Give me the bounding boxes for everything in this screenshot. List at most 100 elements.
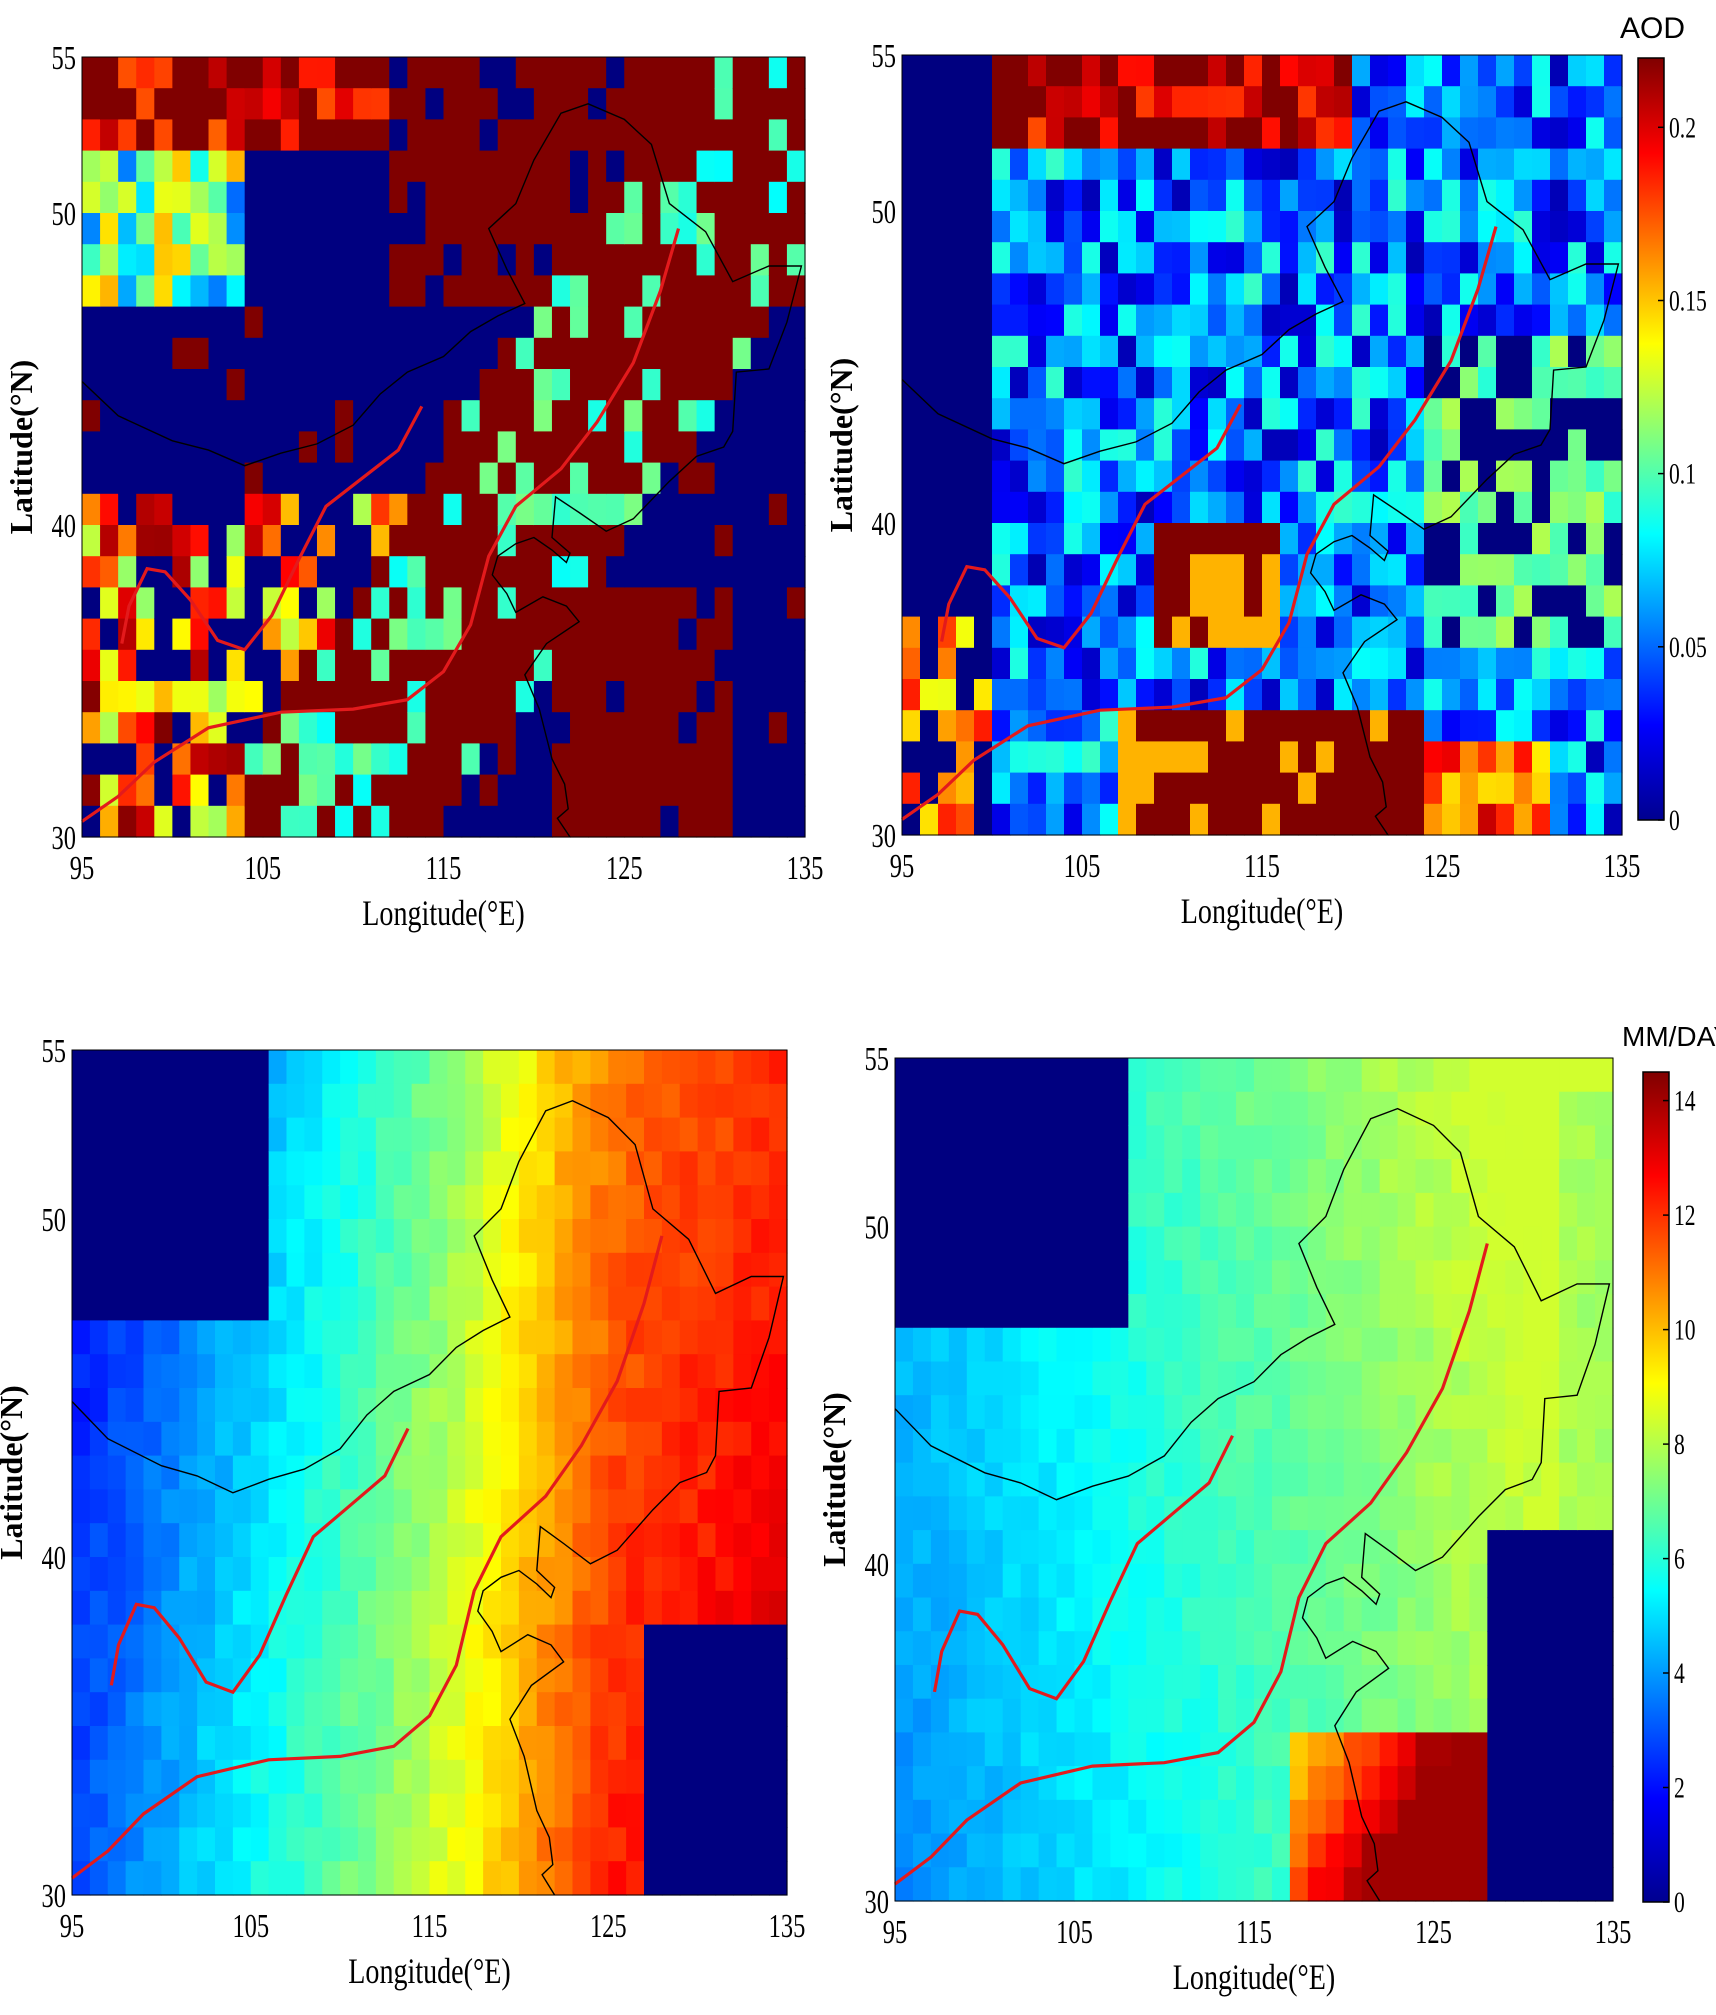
- heatmap-cell: [375, 1827, 395, 1862]
- heatmap-cell: [1298, 273, 1317, 306]
- heatmap-cell: [606, 431, 625, 464]
- heatmap-cell: [208, 400, 228, 432]
- heatmap-cell: [750, 431, 770, 464]
- heatmap-cell: [82, 681, 101, 713]
- heatmap-cell: [304, 1726, 323, 1761]
- y-tick-label: 55: [865, 1041, 889, 1078]
- heatmap-cell: [1316, 710, 1335, 742]
- heatmap-cell: [626, 1726, 645, 1761]
- heatmap-cell: [536, 1590, 556, 1626]
- heatmap-cell: [912, 1530, 932, 1565]
- heatmap-cell: [733, 1557, 752, 1592]
- heatmap-cell: [358, 1421, 377, 1457]
- heatmap-cell: [1550, 491, 1569, 524]
- heatmap-cell: [1182, 1799, 1201, 1835]
- heatmap-cell: [1460, 803, 1479, 836]
- heatmap-cell: [554, 1793, 574, 1828]
- heatmap-cell: [588, 88, 607, 120]
- heatmap-cell: [570, 649, 589, 682]
- heatmap-cell: [304, 1827, 323, 1862]
- heatmap-cell: [974, 335, 993, 368]
- heatmap-cell: [447, 1726, 466, 1761]
- heatmap-cell: [1361, 1732, 1381, 1767]
- heatmap-cell: [518, 1523, 538, 1558]
- heatmap-cell: [358, 1489, 377, 1524]
- heatmap-cell: [536, 1050, 556, 1085]
- heatmap-cell: [1361, 1058, 1381, 1093]
- heatmap-cell: [358, 1827, 377, 1862]
- heatmap-cell: [1074, 1563, 1094, 1599]
- heatmap-cell: [984, 1091, 1004, 1127]
- heatmap-cell: [447, 1658, 466, 1693]
- heatmap-cell: [606, 369, 625, 401]
- heatmap-cell: [443, 369, 463, 401]
- heatmap-cell: [974, 523, 993, 555]
- heatmap-cell: [786, 805, 806, 838]
- heatmap-cell: [443, 618, 463, 651]
- heatmap-cell: [322, 1489, 341, 1524]
- heatmap-cell: [497, 400, 517, 432]
- heatmap-cell: [1262, 647, 1281, 680]
- heatmap-cell: [1254, 1226, 1273, 1261]
- heatmap-cell: [786, 587, 806, 620]
- heatmap-cell: [226, 774, 246, 807]
- heatmap-cell: [1118, 772, 1137, 805]
- heatmap-cell: [89, 1624, 109, 1659]
- heatmap-cell: [358, 1151, 377, 1186]
- heatmap-cell: [215, 1151, 234, 1186]
- heatmap-cell: [465, 1827, 484, 1862]
- heatmap-cell: [1460, 211, 1479, 243]
- heatmap-cell: [679, 1354, 699, 1389]
- heatmap-cell: [992, 117, 1011, 150]
- heatmap-cell: [715, 1523, 734, 1558]
- heatmap-cell: [244, 805, 264, 838]
- heatmap-cell: [1010, 398, 1029, 430]
- heatmap-cell: [1586, 117, 1605, 150]
- heatmap-cell: [1550, 148, 1569, 181]
- heatmap-cell: [1218, 1563, 1237, 1599]
- x-axis-label: Longitude(°E): [348, 1951, 510, 1991]
- heatmap-cell: [89, 1692, 109, 1727]
- heatmap-cell: [1514, 398, 1533, 430]
- heatmap-cell: [1200, 1260, 1219, 1295]
- heatmap-cell: [1064, 679, 1083, 711]
- heatmap-cell: [1532, 367, 1551, 399]
- heatmap-cell: [447, 1557, 466, 1592]
- heatmap-cell: [262, 462, 282, 495]
- heatmap-cell: [172, 743, 192, 776]
- heatmap-cell: [1218, 1597, 1237, 1632]
- heatmap-cell: [1262, 86, 1281, 118]
- heatmap-cell: [1028, 460, 1047, 493]
- heatmap-cell: [1100, 585, 1119, 618]
- heatmap-cell: [1352, 772, 1371, 805]
- heatmap-cell: [1289, 1496, 1309, 1531]
- heatmap-cell: [1280, 429, 1299, 462]
- heatmap-cell: [340, 1455, 359, 1490]
- heatmap-cell: [1064, 148, 1083, 181]
- heatmap-cell: [1496, 585, 1515, 618]
- heatmap-cell: [1020, 1496, 1040, 1531]
- heatmap-cell: [429, 1151, 448, 1186]
- heatmap-cell: [244, 181, 264, 214]
- heatmap-cell: [1487, 1091, 1506, 1127]
- heatmap-cell: [1604, 679, 1623, 711]
- heatmap-cell: [82, 556, 101, 588]
- heatmap-cell: [1433, 1698, 1453, 1733]
- heatmap-cell: [938, 460, 957, 493]
- heatmap-cell: [714, 337, 734, 370]
- heatmap-cell: [1415, 1462, 1435, 1497]
- heatmap-cell: [483, 1151, 502, 1186]
- heatmap-cell: [608, 1861, 627, 1896]
- heatmap-cell: [1092, 1496, 1111, 1531]
- heatmap-cell: [89, 1726, 109, 1761]
- heatmap-cell: [1074, 1496, 1094, 1531]
- heatmap-cell: [1433, 1395, 1453, 1430]
- heatmap-cell: [518, 1759, 538, 1795]
- colorbar-tick-label: 14: [1674, 1084, 1696, 1117]
- heatmap-cell: [1487, 1698, 1506, 1733]
- heatmap-cell: [118, 493, 137, 526]
- heatmap-cell: [197, 1151, 216, 1186]
- heatmap-cell: [786, 462, 806, 495]
- heatmap-cell: [572, 1793, 591, 1828]
- heatmap-cell: [298, 181, 318, 214]
